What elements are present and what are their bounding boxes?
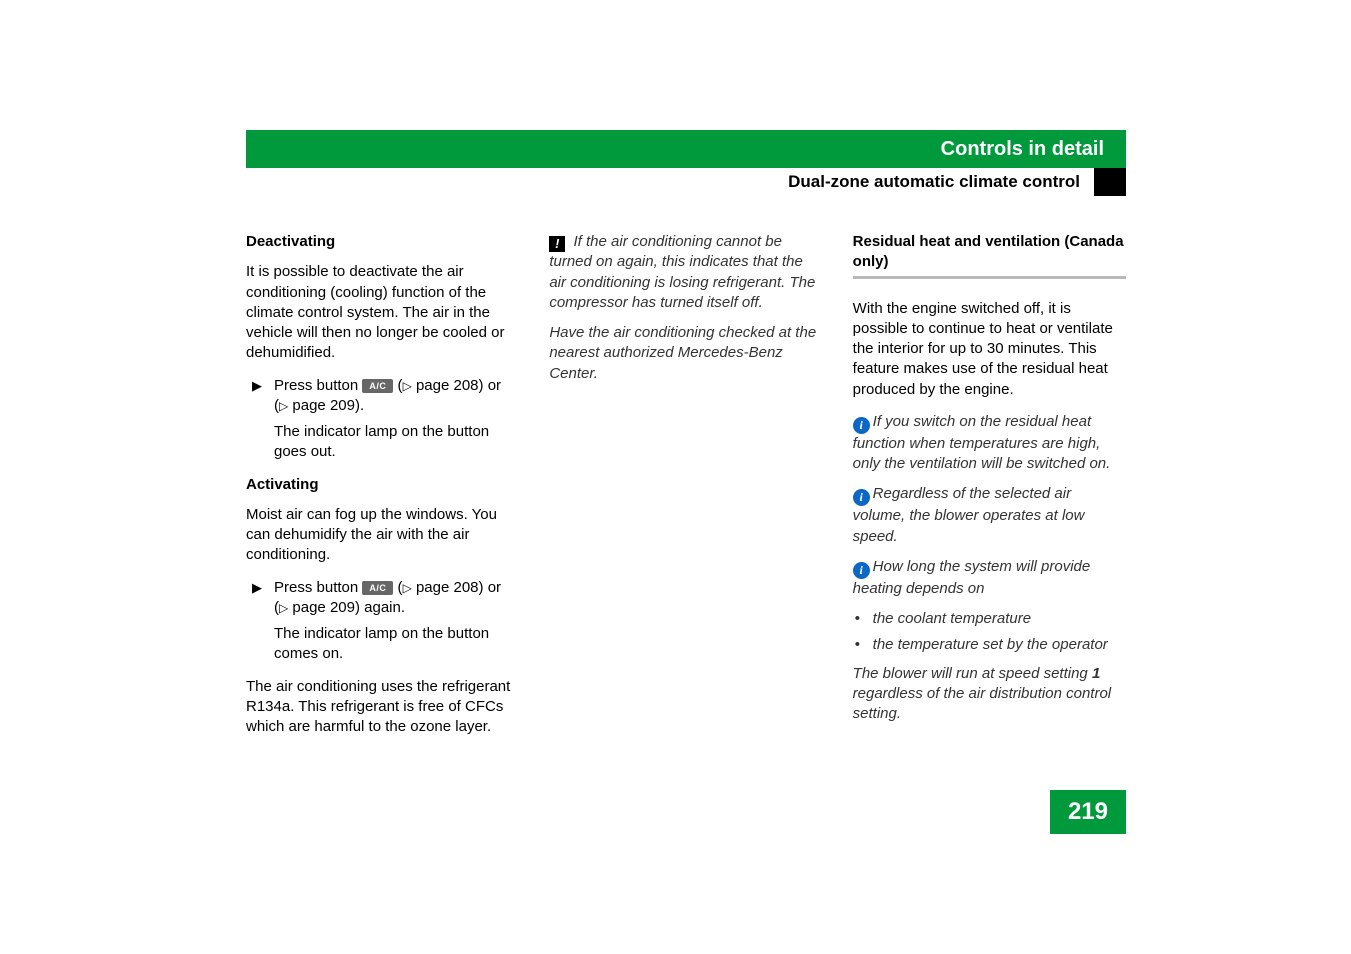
- step-2-text-a: Press button: [274, 579, 362, 596]
- chapter-bar: Controls in detail: [246, 130, 1126, 168]
- para-act-intro: Moist air can fog up the windows. You ca…: [246, 505, 519, 566]
- bullet-1: • the coolant temperature: [855, 609, 1126, 629]
- caution-note-2: Have the air conditioning checked at the…: [549, 323, 822, 384]
- info-note-2: iRegardless of the selected air volume, …: [853, 484, 1126, 547]
- step-1-result: The indicator lamp on the button goes ou…: [274, 422, 519, 463]
- section-row: Dual-zone automatic climate control: [246, 168, 1126, 196]
- step-2-text-d: page 209) again.: [288, 599, 405, 616]
- step-1: ▶ Press button A/C (▷ page 208) or (▷ pa…: [252, 376, 519, 417]
- info-icon: i: [853, 417, 870, 434]
- page-ref-icon: ▷: [403, 581, 412, 595]
- section-marker: [1094, 168, 1126, 196]
- ac-button-icon: A/C: [362, 581, 393, 595]
- info-text-3: How long the system will provide heating…: [853, 558, 1091, 597]
- info-icon: i: [853, 489, 870, 506]
- para-residual-intro: With the engine switched off, it is poss…: [853, 299, 1126, 400]
- bullet-2: • the temperature set by the operator: [855, 635, 1126, 655]
- column-3: Residual heat and ventilation (Canada on…: [853, 232, 1126, 749]
- page-ref-icon: ▷: [279, 399, 288, 413]
- bullet-dot-icon: •: [855, 609, 863, 629]
- step-2-text-b: (: [393, 579, 402, 596]
- tail-bold: 1: [1092, 665, 1100, 682]
- caution-icon: !: [549, 236, 565, 252]
- heading-activating: Activating: [246, 475, 519, 495]
- step-1-body: Press button A/C (▷ page 208) or (▷ page…: [274, 376, 519, 417]
- bullet-dot-icon: •: [855, 635, 863, 655]
- info-icon: i: [853, 562, 870, 579]
- step-1-text-a: Press button: [274, 377, 362, 394]
- step-arrow-icon: ▶: [252, 376, 264, 417]
- page-header: Controls in detail Dual-zone automatic c…: [246, 130, 1126, 196]
- tail-b: regardless of the air distribution contr…: [853, 685, 1111, 722]
- heading-residual-heat: Residual heat and ventilation (Canada on…: [853, 232, 1126, 279]
- step-1-text-d: page 209).: [288, 397, 364, 414]
- step-2-result: The indicator lamp on the button comes o…: [274, 624, 519, 665]
- caution-text-1: If the air conditioning cannot be turned…: [549, 233, 815, 311]
- section-title: Dual-zone automatic climate control: [788, 168, 1094, 196]
- info-note-3: iHow long the system will provide heatin…: [853, 557, 1126, 599]
- bullet-2-text: the temperature set by the operator: [873, 635, 1108, 655]
- column-1: Deactivating It is possible to deactivat…: [246, 232, 519, 749]
- step-2-body: Press button A/C (▷ page 208) or (▷ page…: [274, 578, 519, 619]
- step-1-text-b: (: [393, 377, 402, 394]
- page-number: 219: [1050, 790, 1126, 834]
- info-text-2: Regardless of the selected air volume, t…: [853, 485, 1085, 544]
- para-deact-intro: It is possible to deactivate the air con…: [246, 262, 519, 363]
- step-arrow-icon: ▶: [252, 578, 264, 619]
- tail-note: The blower will run at speed setting 1 r…: [853, 664, 1126, 725]
- info-note-1: iIf you switch on the residual heat func…: [853, 412, 1126, 475]
- page: Controls in detail Dual-zone automatic c…: [0, 0, 1351, 954]
- page-ref-icon: ▷: [403, 379, 412, 393]
- info-text-1: If you switch on the residual heat funct…: [853, 413, 1111, 472]
- para-refrigerant: The air conditioning uses the refrigeran…: [246, 677, 519, 738]
- caution-note-1: ! If the air conditioning cannot be turn…: [549, 232, 822, 313]
- bullet-1-text: the coolant temperature: [873, 609, 1031, 629]
- content-columns: Deactivating It is possible to deactivat…: [246, 232, 1126, 749]
- heading-deactivating: Deactivating: [246, 232, 519, 252]
- ac-button-icon: A/C: [362, 379, 393, 393]
- page-ref-icon: ▷: [279, 601, 288, 615]
- section-title-wrap: Dual-zone automatic climate control: [788, 168, 1094, 196]
- chapter-title: Controls in detail: [941, 138, 1104, 161]
- column-2: ! If the air conditioning cannot be turn…: [549, 232, 822, 749]
- step-2: ▶ Press button A/C (▷ page 208) or (▷ pa…: [252, 578, 519, 619]
- spacer: [246, 168, 788, 196]
- tail-a: The blower will run at speed setting: [853, 665, 1092, 682]
